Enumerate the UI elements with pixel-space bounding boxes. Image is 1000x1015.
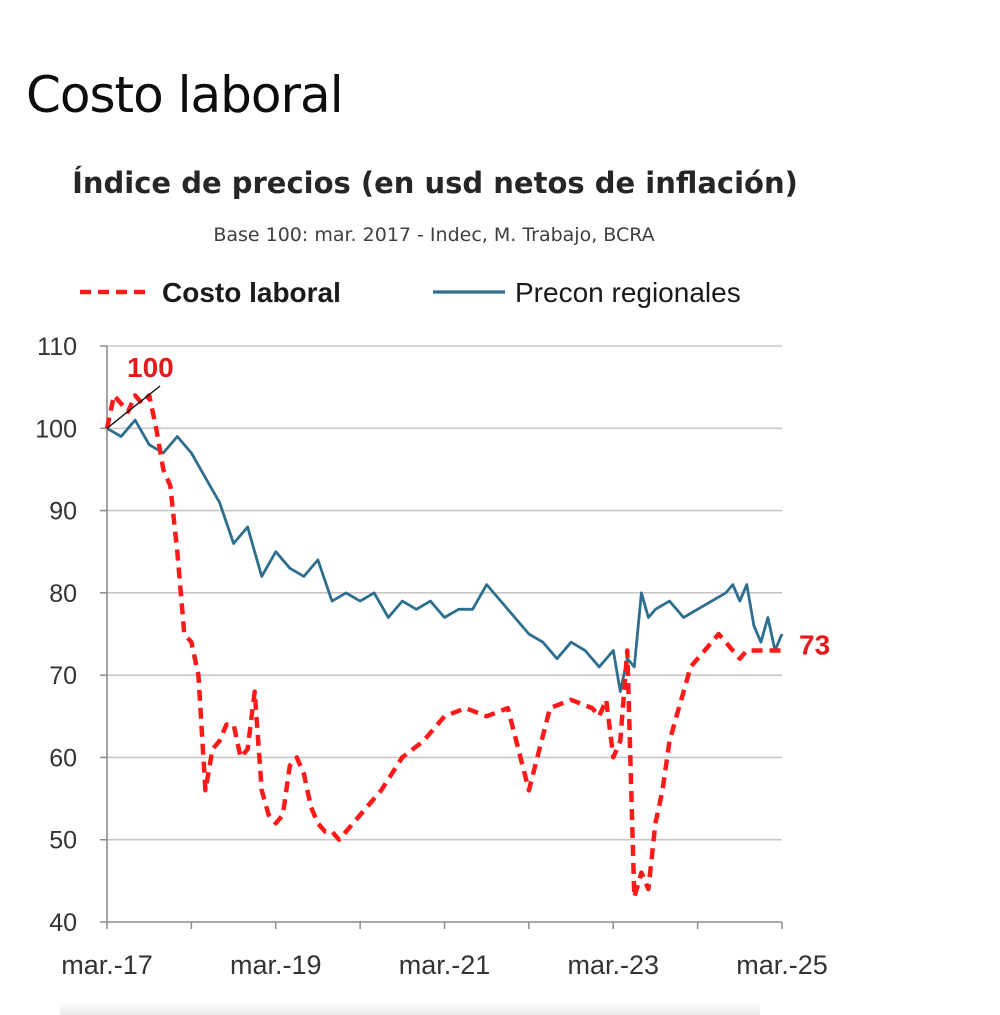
legend-label-costo-laboral: Costo laboral (162, 277, 341, 308)
y-tick-label: 70 (49, 662, 77, 690)
series-precon-regionales-line (106, 418, 784, 693)
x-tick-label: mar.-17 (61, 950, 153, 980)
y-tick-label: 110 (37, 333, 77, 361)
annotation-end-value: 73 (799, 629, 830, 660)
y-tick-label: 40 (49, 909, 77, 937)
x-tick-label: mar.-23 (567, 950, 659, 980)
y-tick-label: 100 (35, 415, 77, 443)
annotation-start-value: 100 (127, 352, 174, 383)
chart-subtitle: Base 100: mar. 2017 - Indec, M. Trabajo,… (213, 224, 655, 246)
page-title: Costo laboral (26, 66, 344, 124)
annotation-leader-line (106, 385, 161, 429)
series-costo-laboral-line (104, 393, 782, 900)
x-tick-label: mar.-21 (399, 950, 491, 980)
legend-label-precon-regionales: Precon regionales (515, 277, 741, 308)
y-tick-label: 60 (49, 744, 77, 772)
cropped-text-fade (60, 1003, 760, 1015)
y-tick-label: 50 (49, 827, 77, 855)
chart-title: Índice de precios (en usd netos de infla… (72, 166, 798, 200)
x-tick-label: mar.-25 (736, 950, 828, 980)
y-tick-label: 90 (49, 498, 77, 526)
x-tick-label: mar.-19 (230, 950, 322, 980)
y-tick-label: 80 (49, 580, 77, 608)
